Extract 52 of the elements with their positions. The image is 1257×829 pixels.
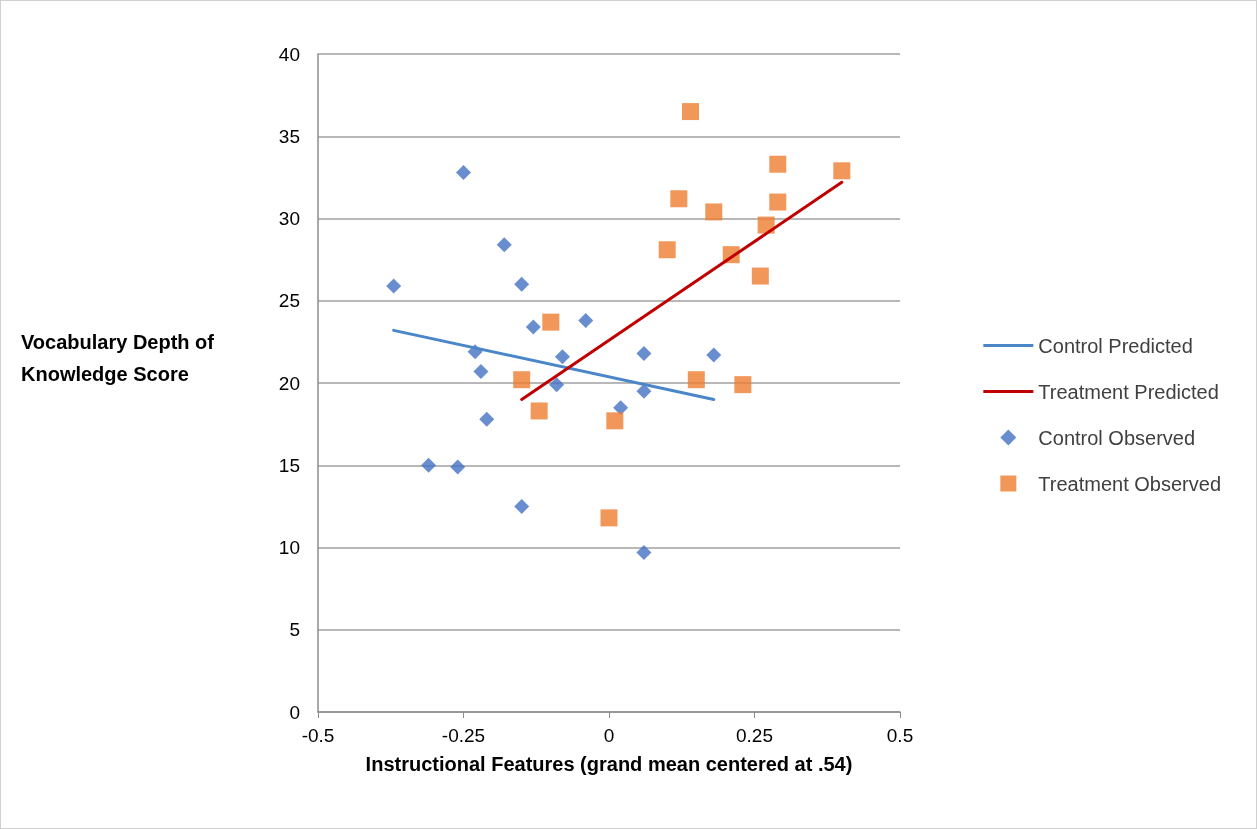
- y-tick-label: 10: [278, 537, 300, 558]
- point: [479, 411, 495, 427]
- y-tick-label: 20: [278, 372, 300, 394]
- point: [606, 412, 624, 430]
- legend-label: Treatment Observed: [1038, 472, 1222, 495]
- point: [530, 402, 548, 420]
- x-tick-label: -0.5: [301, 725, 335, 746]
- point: [496, 237, 512, 253]
- point: [687, 371, 705, 389]
- point: [386, 278, 402, 294]
- y-axis-title: Vocabulary Depth of Knowledge Score: [21, 331, 220, 385]
- y-tick-label: 40: [278, 43, 300, 65]
- x-tick-label: 0: [603, 725, 615, 746]
- point: [833, 162, 851, 180]
- legend-label: Control Predicted: [1038, 334, 1193, 357]
- point: [681, 103, 699, 121]
- x-tick-label: -0.25: [441, 725, 486, 746]
- point: [542, 313, 560, 331]
- point: [421, 457, 437, 473]
- point: [705, 203, 723, 221]
- point: [513, 371, 531, 389]
- point: [578, 312, 594, 328]
- y-tick-label: 25: [278, 290, 300, 312]
- y-tick-label: 5: [289, 619, 300, 641]
- x-axis-title: Instructional Features (grand mean centered at .54): [365, 753, 853, 775]
- point: [514, 276, 530, 292]
- x-tick-label: 0.5: [886, 725, 914, 746]
- point: [456, 164, 471, 180]
- point: [514, 498, 530, 514]
- x-tick-label: 0.25: [736, 725, 773, 746]
- point: [670, 190, 688, 208]
- point: [600, 509, 618, 527]
- point: [473, 363, 489, 379]
- point: [549, 377, 565, 393]
- point: [554, 349, 570, 365]
- point: [734, 376, 752, 394]
- point: [706, 347, 722, 363]
- point: [525, 319, 541, 335]
- point: [658, 241, 676, 259]
- legend-label: Treatment Predicted: [1038, 380, 1219, 403]
- legend-label: Control Observed: [1038, 426, 1196, 449]
- point: [450, 459, 466, 475]
- y-tick-label: 0: [289, 701, 300, 723]
- point: [769, 155, 787, 173]
- point: [636, 544, 652, 560]
- point: [769, 193, 787, 211]
- y-tick-label: 30: [278, 208, 300, 229]
- y-tick-label: 15: [278, 454, 300, 476]
- point: [751, 267, 769, 285]
- point: [636, 383, 652, 399]
- y-tick-label: 35: [278, 125, 300, 147]
- point: [636, 345, 652, 361]
